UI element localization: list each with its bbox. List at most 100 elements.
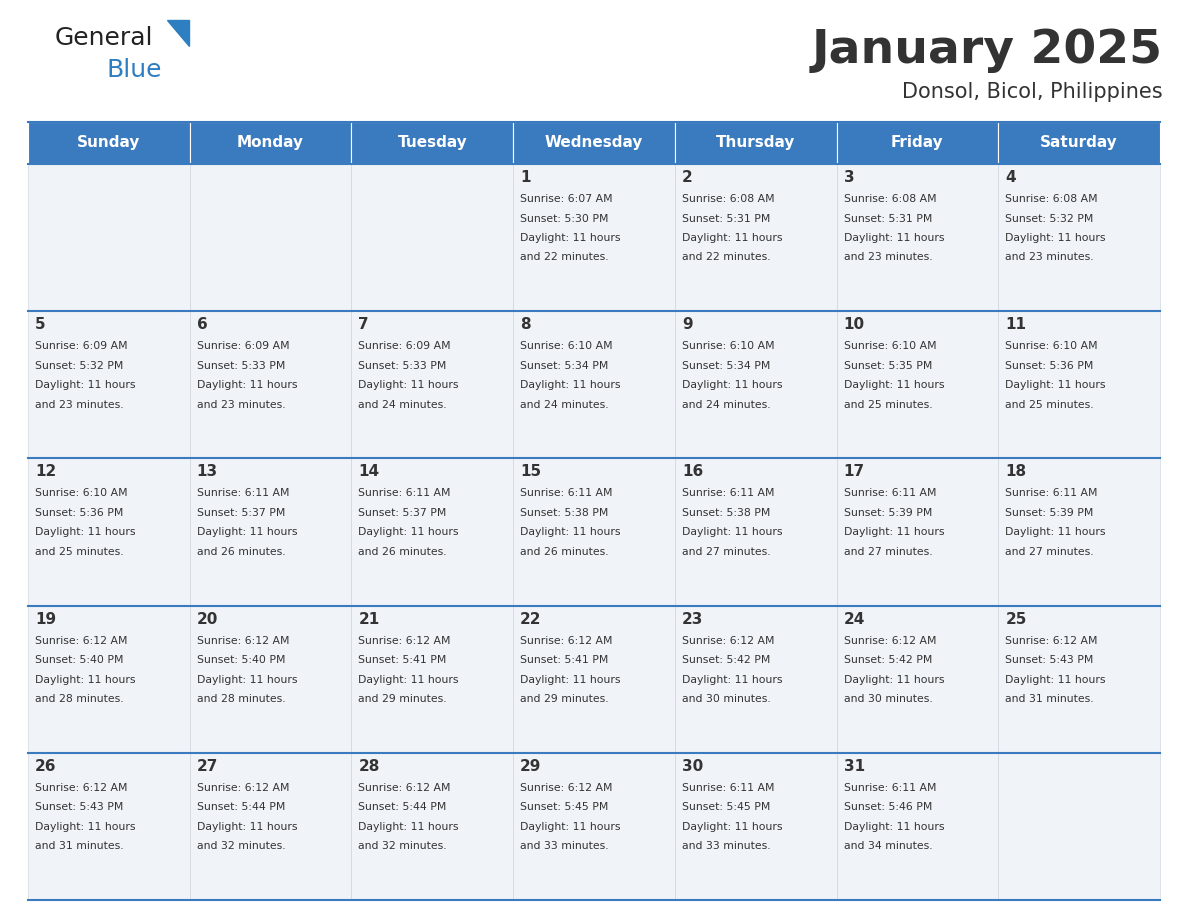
Text: Daylight: 11 hours: Daylight: 11 hours [520, 380, 620, 390]
Text: Daylight: 11 hours: Daylight: 11 hours [1005, 380, 1106, 390]
Text: Daylight: 11 hours: Daylight: 11 hours [34, 822, 135, 832]
Text: Daylight: 11 hours: Daylight: 11 hours [359, 380, 459, 390]
Text: 22: 22 [520, 611, 542, 627]
Text: Sunset: 5:31 PM: Sunset: 5:31 PM [682, 214, 770, 223]
Text: Daylight: 11 hours: Daylight: 11 hours [843, 675, 944, 685]
Text: and 31 minutes.: and 31 minutes. [1005, 694, 1094, 704]
Text: Sunset: 5:32 PM: Sunset: 5:32 PM [34, 361, 124, 371]
Text: Sunrise: 6:12 AM: Sunrise: 6:12 AM [197, 635, 289, 645]
Text: Daylight: 11 hours: Daylight: 11 hours [682, 528, 783, 537]
Bar [998, 164, 1159, 311]
Text: 30: 30 [682, 759, 703, 774]
Text: and 26 minutes.: and 26 minutes. [359, 547, 447, 557]
Text: 14: 14 [359, 465, 379, 479]
Text: Sunset: 5:41 PM: Sunset: 5:41 PM [520, 655, 608, 666]
Bar [352, 311, 513, 458]
Text: Daylight: 11 hours: Daylight: 11 hours [682, 233, 783, 243]
Text: 12: 12 [34, 465, 56, 479]
Text: and 28 minutes.: and 28 minutes. [34, 694, 124, 704]
Text: Daylight: 11 hours: Daylight: 11 hours [359, 675, 459, 685]
Text: 29: 29 [520, 759, 542, 774]
Text: and 23 minutes.: and 23 minutes. [197, 399, 285, 409]
Text: 13: 13 [197, 465, 217, 479]
Text: 5: 5 [34, 318, 45, 332]
Bar [675, 311, 836, 458]
Text: Sunset: 5:34 PM: Sunset: 5:34 PM [682, 361, 770, 371]
Text: and 30 minutes.: and 30 minutes. [682, 694, 771, 704]
Text: Tuesday: Tuesday [398, 136, 467, 151]
Text: Sunrise: 6:09 AM: Sunrise: 6:09 AM [359, 341, 451, 352]
Text: Sunrise: 6:10 AM: Sunrise: 6:10 AM [1005, 341, 1098, 352]
Text: Sunrise: 6:11 AM: Sunrise: 6:11 AM [359, 488, 451, 498]
Text: Sunset: 5:40 PM: Sunset: 5:40 PM [197, 655, 285, 666]
Text: Sunset: 5:44 PM: Sunset: 5:44 PM [197, 802, 285, 812]
Text: 24: 24 [843, 611, 865, 627]
Text: Sunset: 5:43 PM: Sunset: 5:43 PM [1005, 655, 1094, 666]
Text: and 26 minutes.: and 26 minutes. [197, 547, 285, 557]
Bar [513, 164, 675, 311]
Text: Daylight: 11 hours: Daylight: 11 hours [682, 822, 783, 832]
Text: Sunrise: 6:09 AM: Sunrise: 6:09 AM [34, 341, 127, 352]
Text: 25: 25 [1005, 611, 1026, 627]
Text: Sunrise: 6:07 AM: Sunrise: 6:07 AM [520, 194, 613, 204]
Text: Sunset: 5:46 PM: Sunset: 5:46 PM [843, 802, 931, 812]
Text: January 2025: January 2025 [813, 28, 1163, 73]
Bar [29, 606, 190, 753]
Text: and 30 minutes.: and 30 minutes. [843, 694, 933, 704]
Text: 19: 19 [34, 611, 56, 627]
Text: Sunrise: 6:12 AM: Sunrise: 6:12 AM [682, 635, 775, 645]
Text: Sunrise: 6:11 AM: Sunrise: 6:11 AM [197, 488, 289, 498]
Text: 9: 9 [682, 318, 693, 332]
Text: Sunset: 5:36 PM: Sunset: 5:36 PM [34, 508, 124, 518]
Text: Sunrise: 6:12 AM: Sunrise: 6:12 AM [1005, 635, 1098, 645]
Bar [836, 122, 998, 164]
Polygon shape [168, 20, 189, 46]
Text: Sunrise: 6:10 AM: Sunrise: 6:10 AM [520, 341, 613, 352]
Text: Sunrise: 6:12 AM: Sunrise: 6:12 AM [359, 783, 451, 793]
Text: Daylight: 11 hours: Daylight: 11 hours [34, 528, 135, 537]
Text: Sunset: 5:43 PM: Sunset: 5:43 PM [34, 802, 124, 812]
Bar [352, 606, 513, 753]
Bar [675, 122, 836, 164]
Text: 2: 2 [682, 170, 693, 185]
Text: General: General [55, 26, 153, 50]
Text: 26: 26 [34, 759, 57, 774]
Text: Sunrise: 6:11 AM: Sunrise: 6:11 AM [682, 488, 775, 498]
Bar [29, 122, 190, 164]
Text: Sunset: 5:32 PM: Sunset: 5:32 PM [1005, 214, 1094, 223]
Text: Daylight: 11 hours: Daylight: 11 hours [197, 380, 297, 390]
Bar [675, 753, 836, 900]
Bar [29, 458, 190, 606]
Text: Sunset: 5:31 PM: Sunset: 5:31 PM [843, 214, 931, 223]
Bar [513, 122, 675, 164]
Text: Sunset: 5:33 PM: Sunset: 5:33 PM [359, 361, 447, 371]
Bar [513, 753, 675, 900]
Text: Sunrise: 6:09 AM: Sunrise: 6:09 AM [197, 341, 290, 352]
Text: Sunrise: 6:10 AM: Sunrise: 6:10 AM [682, 341, 775, 352]
Text: and 32 minutes.: and 32 minutes. [197, 841, 285, 851]
Text: Daylight: 11 hours: Daylight: 11 hours [1005, 233, 1106, 243]
Bar [190, 753, 352, 900]
Text: Sunset: 5:33 PM: Sunset: 5:33 PM [197, 361, 285, 371]
Text: Daylight: 11 hours: Daylight: 11 hours [1005, 675, 1106, 685]
Text: and 25 minutes.: and 25 minutes. [843, 399, 933, 409]
Bar [352, 122, 513, 164]
Text: Sunrise: 6:10 AM: Sunrise: 6:10 AM [843, 341, 936, 352]
Bar [190, 164, 352, 311]
Text: Daylight: 11 hours: Daylight: 11 hours [682, 675, 783, 685]
Text: Sunset: 5:40 PM: Sunset: 5:40 PM [34, 655, 124, 666]
Text: Sunrise: 6:12 AM: Sunrise: 6:12 AM [197, 783, 289, 793]
Text: and 29 minutes.: and 29 minutes. [359, 694, 447, 704]
Text: and 24 minutes.: and 24 minutes. [520, 399, 608, 409]
Text: 7: 7 [359, 318, 369, 332]
Text: Sunset: 5:38 PM: Sunset: 5:38 PM [520, 508, 608, 518]
Text: Sunrise: 6:12 AM: Sunrise: 6:12 AM [34, 635, 127, 645]
Text: Sunset: 5:39 PM: Sunset: 5:39 PM [843, 508, 931, 518]
Text: Saturday: Saturday [1041, 136, 1118, 151]
Text: 31: 31 [843, 759, 865, 774]
Text: and 27 minutes.: and 27 minutes. [682, 547, 771, 557]
Text: 8: 8 [520, 318, 531, 332]
Text: Sunset: 5:30 PM: Sunset: 5:30 PM [520, 214, 608, 223]
Text: 3: 3 [843, 170, 854, 185]
Text: Daylight: 11 hours: Daylight: 11 hours [34, 380, 135, 390]
